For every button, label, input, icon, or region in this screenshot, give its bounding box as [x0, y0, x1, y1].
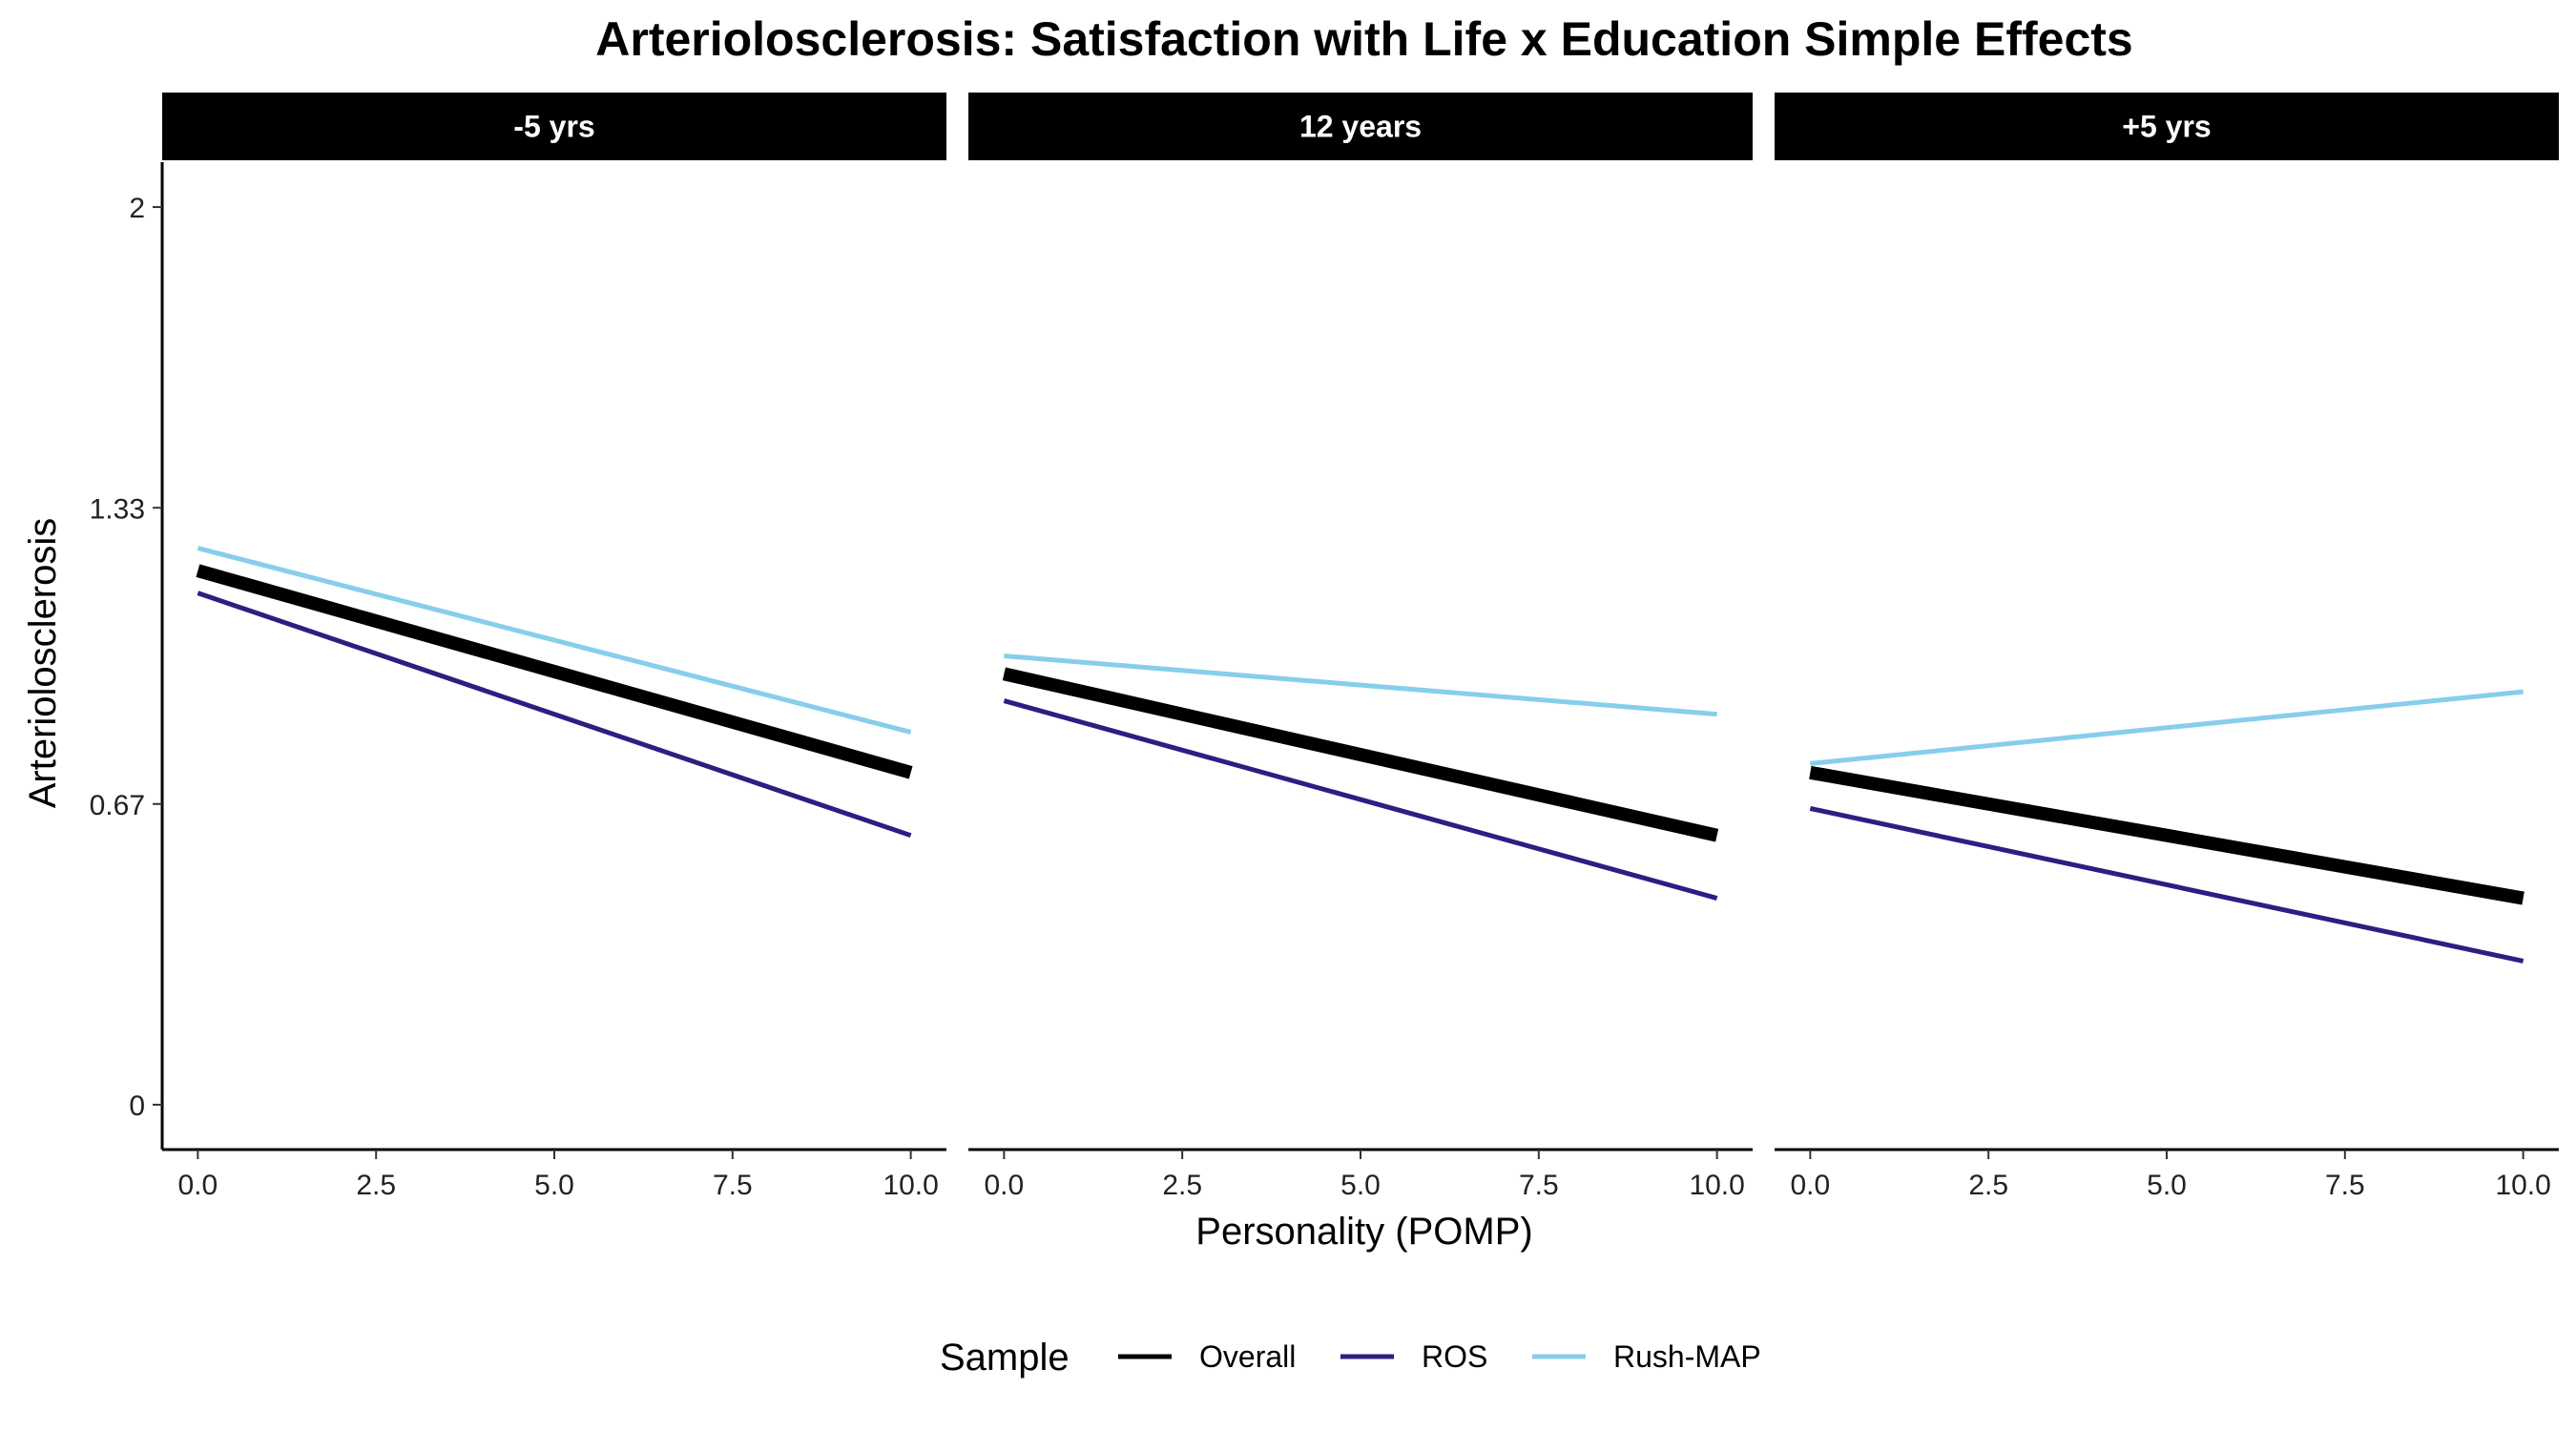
facet-strip-1	[162, 93, 946, 160]
legend-label: ROS	[1422, 1339, 1487, 1374]
facet-panel-2: 12 years 0.0 2.5 5.0 7.5 10.0	[968, 93, 1753, 1201]
y-tick-label: 1.33	[90, 493, 145, 525]
x-axis-title: Personality (POMP)	[1195, 1211, 1532, 1253]
y-tick-label: 2	[129, 193, 145, 224]
x-tick-label: 5.0	[1340, 1170, 1381, 1201]
x-tick-label: 2.5	[1968, 1170, 2008, 1201]
y-tick-label: 0	[129, 1090, 145, 1122]
facet-strip-2	[968, 93, 1753, 160]
legend-entry-overall: Overall	[1118, 1339, 1296, 1374]
facet-strip-label: 12 years	[1299, 110, 1422, 144]
facet-panels: -5 yrs 0.0 2.5 5.0 7.5 10.0 0 0.67 1.33 2 12 years…	[90, 93, 2559, 1201]
x-tick-label: 7.5	[713, 1170, 753, 1201]
series-line-ros	[1003, 698, 1718, 901]
x-tick-label: 10.0	[1689, 1170, 1744, 1201]
x-tick-label: 10.0	[883, 1170, 938, 1201]
series-line-ros	[1809, 806, 2524, 964]
chart-title: Arteriolosclerosis: Satisfaction with Li…	[595, 12, 2132, 66]
x-tick-label: 0.0	[985, 1170, 1025, 1201]
legend-title: Sample	[940, 1337, 1070, 1379]
x-tick-label: 7.5	[1519, 1170, 1559, 1201]
legend-label: Rush-MAP	[1613, 1339, 1761, 1374]
y-tick-label: 0.67	[90, 790, 145, 821]
series-line-overall	[1002, 667, 1719, 842]
series-line-overall	[196, 564, 913, 779]
series-line-rush-map	[1004, 653, 1717, 717]
series-line-overall	[1809, 765, 2524, 905]
x-tick-label: 2.5	[356, 1170, 396, 1201]
y-axis-title: Arteriolosclerosis	[22, 518, 64, 809]
x-tick-label: 0.0	[178, 1170, 218, 1201]
x-tick-label: 2.5	[1162, 1170, 1202, 1201]
x-tick-label: 7.5	[2325, 1170, 2365, 1201]
facet-panel-1: -5 yrs 0.0 2.5 5.0 7.5 10.0 0 0.67 1.33 2	[90, 93, 946, 1201]
facet-panel-3: +5 yrs 0.0 2.5 5.0 7.5 10.0	[1775, 93, 2559, 1201]
legend-label: Overall	[1199, 1339, 1296, 1374]
series-line-ros	[197, 591, 912, 839]
facet-strip-label: +5 yrs	[2122, 110, 2211, 144]
facet-strip-label: -5 yrs	[513, 110, 594, 144]
x-tick-label: 10.0	[2495, 1170, 2550, 1201]
x-tick-label: 5.0	[2147, 1170, 2187, 1201]
series-line-rush-map	[1810, 689, 2524, 766]
series-line-rush-map	[197, 546, 912, 735]
x-tick-label: 5.0	[534, 1170, 574, 1201]
legend: Sample Overall ROS Rush-MAP	[940, 1337, 1761, 1379]
x-tick-label: 0.0	[1791, 1170, 1831, 1201]
legend-entry-ros: ROS	[1340, 1339, 1487, 1374]
facet-strip-3	[1775, 93, 2559, 160]
legend-entry-rush-map: Rush-MAP	[1532, 1339, 1761, 1374]
